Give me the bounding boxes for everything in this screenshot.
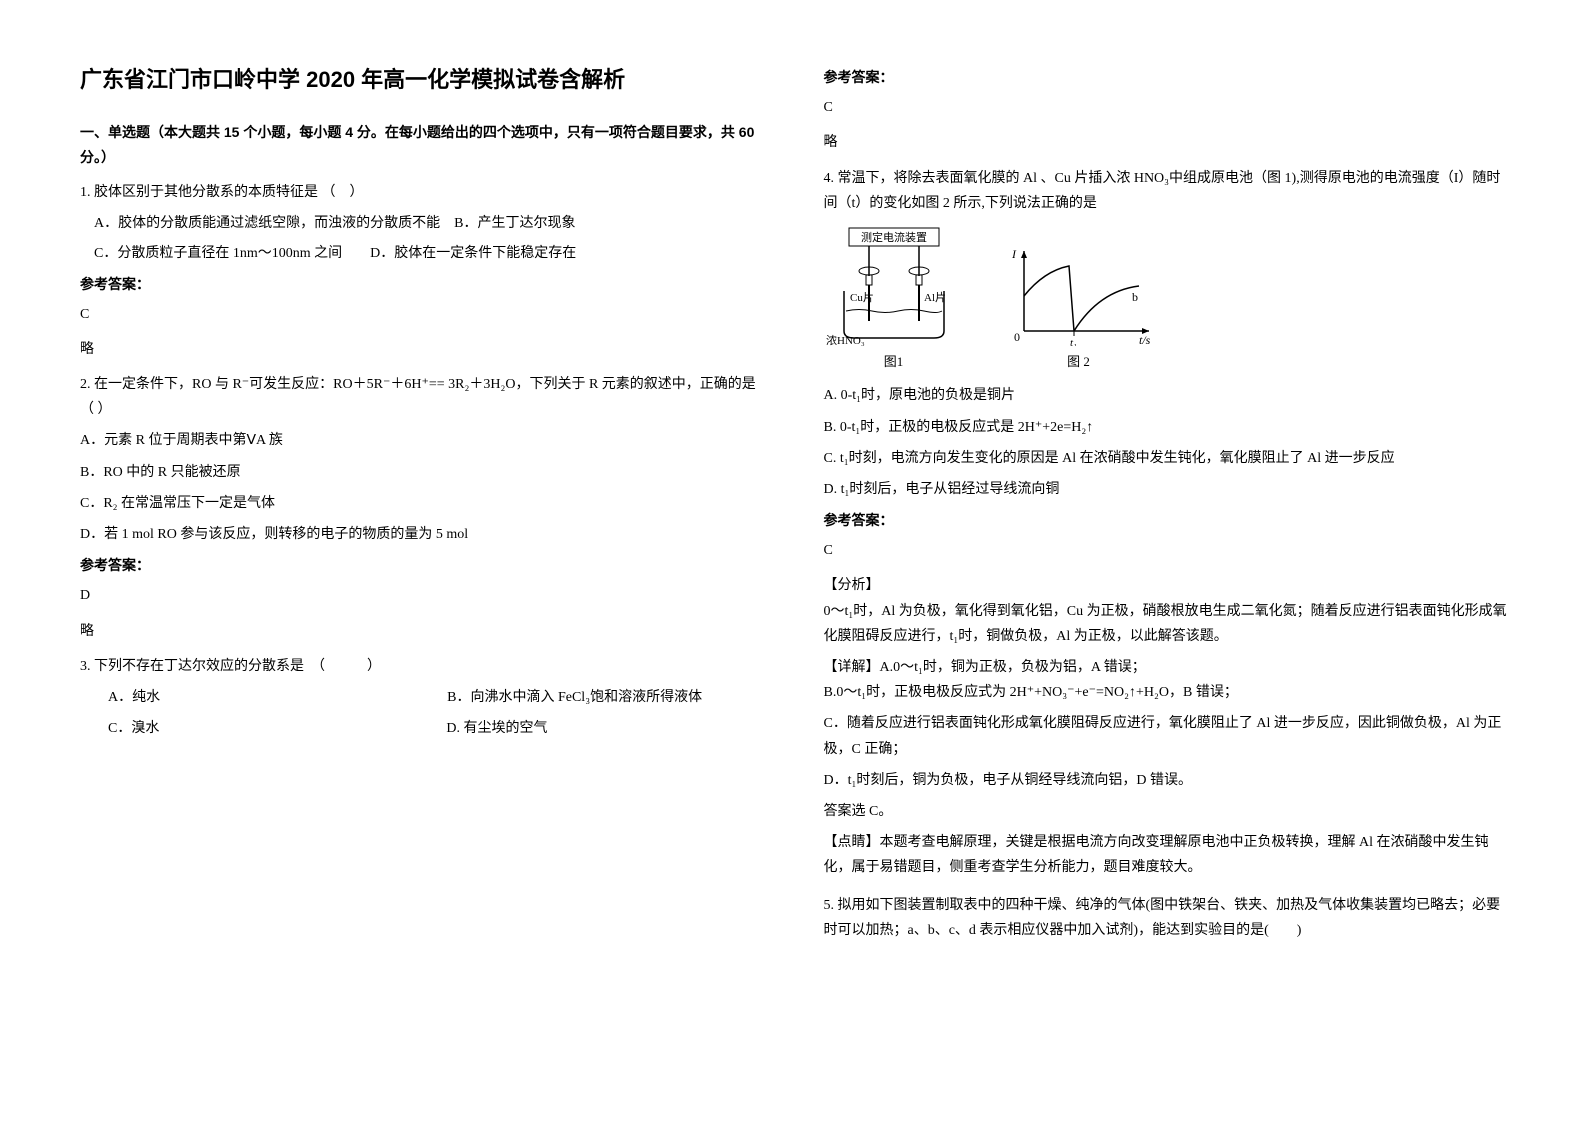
q4-option-d: D. t₁时刻后，电子从铝经过导线流向铜 [824,477,1508,502]
diagram1-hno3-label: 浓HNO₃ [826,334,865,346]
q2-answer: D [80,583,764,608]
q4-detail: 【详解】A.0～t₁时，铜为正极，负极为铝，A 错误； [824,655,1508,680]
q4-stem: 4. 常温下，将除去表面氧化膜的 Al 、Cu 片插入浓 HNO₃中组成原电池（… [824,166,1508,216]
question-1: 1. 胶体区别于其他分散系的本质特征是 （ ） A．胶体的分散质能通过滤纸空隙，… [80,180,764,362]
q1-explain: 略 [80,337,764,362]
q4-analysis-label: 【分析】 [824,573,1508,598]
q3-answer-label: 参考答案： [824,65,1508,90]
q5-stem: 5. 拟用如下图装置制取表中的四种干燥、纯净的气体(图中铁架台、铁夹、加热及气体… [824,893,1508,943]
q3-explain: 略 [824,130,1508,155]
q1-options-line2: C．分散质粒子直径在 1nm～100nm 之间 D．胶体在一定条件下能稳定存在 [80,241,764,266]
diagram1-title: 测定电流装置 [861,230,927,244]
q3-options-line1: A．纯水 B．向沸水中滴入 FeCl₃饱和溶液所得液体 [80,685,764,710]
q4-diagram-2: I t/s 0 t₁ b 图 2 [1004,246,1154,373]
current-time-graph-icon: I t/s 0 t₁ b [1004,246,1154,346]
graph-origin-label: 0 [1014,330,1020,344]
q3-option-a: A．纯水 [108,690,160,705]
q3-answer: C [824,95,1508,120]
q4-detail-b: B.0～t₁时，正极电极反应式为 2H⁺+NO₃⁻+e⁻=NO₂↑+H₂O，B … [824,680,1508,705]
q3-option-b: B．向沸水中滴入 FeCl₃饱和溶液所得液体 [447,690,702,705]
q4-tip: 【点睛】本题考查电解原理，关键是根据电流方向改变理解原电池中正负极转换，理解 A… [824,830,1508,880]
q4-tip-text: 本题考查电解原理，关键是根据电流方向改变理解原电池中正负极转换，理解 Al 在浓… [824,835,1489,875]
q4-option-a: A. 0-t₁时，原电池的负极是铜片 [824,383,1508,408]
apparatus-diagram-icon: 测定电流装置 Cu片 Al片 浓HNO₃ [824,226,964,346]
q3-stem: 3. 下列不存在丁达尔效应的分散系是 （ ） [80,654,764,679]
graph-y-label: I [1011,247,1017,261]
q1-answer-label: 参考答案： [80,272,764,297]
q2-stem: 2. 在一定条件下，RO 与 R⁻可发生反应：RO＋5R⁻＋6H⁺== 3R₂＋… [80,372,764,422]
q1-option-c: C．分散质粒子直径在 1nm～100nm 之间 [94,246,342,261]
q2-option-a: A．元素 R 位于周期表中第ⅤA 族 [80,428,764,453]
q2-answer-label: 参考答案： [80,553,764,578]
q2-option-c: C．R₂ 在常温常压下一定是气体 [80,491,764,516]
q4-option-c: C. t₁时刻，电流方向发生变化的原因是 Al 在浓硝酸中发生钝化，氧化膜阻止了… [824,446,1508,471]
diagram1-al-label: Al片 [924,291,946,304]
section-1-header: 一、单选题（本大题共 15 个小题，每小题 4 分。在每小题给出的四个选项中，只… [80,120,764,170]
graph-x-label: t/s [1139,333,1151,346]
document-title: 广东省江门市口岭中学 2020 年高一化学模拟试卷含解析 [80,60,764,100]
q2-option-d: D．若 1 mol RO 参与该反应，则转移的电子的物质的量为 5 mol [80,522,764,547]
q1-option-b: B．产生丁达尔现象 [454,216,575,231]
question-3: 3. 下列不存在丁达尔效应的分散系是 （ ） A．纯水 B．向沸水中滴入 FeC… [80,654,764,742]
question-5: 5. 拟用如下图装置制取表中的四种干燥、纯净的气体(图中铁架台、铁夹、加热及气体… [824,893,1508,943]
graph-t1-label: t₁ [1070,337,1077,346]
q1-option-a: A．胶体的分散质能通过滤纸空隙，而浊液的分散质不能 [94,216,440,231]
q4-option-b: B. 0-t₁时，正极的电极反应式是 2H⁺+2e=H₂↑ [824,415,1508,440]
q4-tip-label: 【点睛】 [824,835,880,850]
q1-answer: C [80,302,764,327]
q4-diagram-1: 测定电流装置 Cu片 Al片 浓HNO₃ [824,226,964,373]
q4-analysis: 0～t₁时，Al 为负极，氧化得到氧化铝，Cu 为正极，硝酸根放电生成二氧化氮；… [824,599,1508,649]
q1-options-line1: A．胶体的分散质能通过滤纸空隙，而浊液的分散质不能 B．产生丁达尔现象 [80,211,764,236]
q2-option-b: B．RO 中的 R 只能被还原 [80,460,764,485]
q1-stem: 1. 胶体区别于其他分散系的本质特征是 （ ） [80,180,764,205]
diagram-1-label: 图1 [884,350,904,373]
left-column: 广东省江门市口岭中学 2020 年高一化学模拟试卷含解析 一、单选题（本大题共 … [80,60,764,951]
question-4: 4. 常温下，将除去表面氧化膜的 Al 、Cu 片插入浓 HNO₃中组成原电池（… [824,166,1508,881]
q1-option-d: D．胶体在一定条件下能稳定存在 [370,246,576,261]
diagram-2-label: 图 2 [1067,350,1090,373]
q4-detail-a: A.0～t₁时，铜为正极，负极为铝，A 错误； [880,660,1146,675]
q3-option-d: D. 有尘埃的空气 [446,721,547,736]
q3-option-c: C．溴水 [108,721,159,736]
diagram1-cu-label: Cu片 [850,291,874,304]
question-2: 2. 在一定条件下，RO 与 R⁻可发生反应：RO＋5R⁻＋6H⁺== 3R₂＋… [80,372,764,644]
right-column: 参考答案： C 略 4. 常温下，将除去表面氧化膜的 Al 、Cu 片插入浓 H… [824,60,1508,951]
q2-explain: 略 [80,619,764,644]
q4-diagrams: 测定电流装置 Cu片 Al片 浓HNO₃ [824,226,1508,373]
q4-detail-d: D．t₁时刻后，铜为负极，电子从铜经导线流向铝，D 错误。 [824,768,1508,793]
q4-conclusion: 答案选 C。 [824,799,1508,824]
q3-options-line2: C．溴水 D. 有尘埃的空气 [80,716,764,741]
graph-b-label: b [1132,290,1138,304]
q4-answer-label: 参考答案： [824,508,1508,533]
q4-detail-c: C．随着反应进行铝表面钝化形成氧化膜阻碍反应进行，氧化膜阻止了 Al 进一步反应… [824,711,1508,761]
q4-answer: C [824,538,1508,563]
q4-detail-label: 【详解】 [824,660,880,675]
